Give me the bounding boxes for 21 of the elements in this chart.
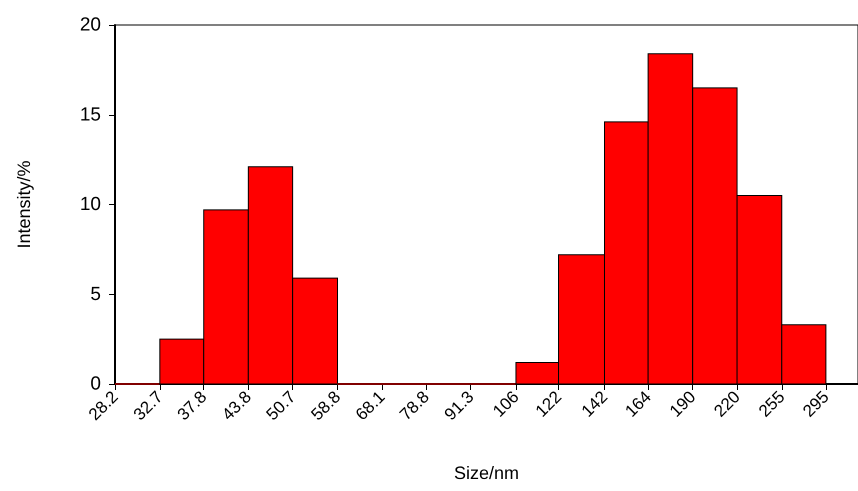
x-tick-label: 122 — [532, 387, 566, 421]
x-tick-label: 164 — [621, 387, 655, 421]
x-tick-label: 43.8 — [218, 387, 256, 424]
x-tick-label: 220 — [710, 387, 744, 421]
y-tick-label: 10 — [80, 194, 101, 215]
x-tick-label: 68.1 — [352, 387, 389, 424]
x-tick-label: 78.8 — [396, 387, 433, 424]
y-tick-label: 20 — [80, 14, 101, 36]
y-tick-label: 15 — [80, 104, 101, 126]
x-tick-label: 295 — [799, 387, 833, 421]
x-tick-label: 190 — [666, 387, 700, 421]
x-tick-label: 142 — [578, 387, 612, 421]
y-tick-label: 5 — [90, 284, 101, 305]
y-tick-label: 0 — [90, 374, 101, 394]
x-tick-label: 91.3 — [440, 387, 478, 424]
x-tick-label: 58.8 — [307, 387, 344, 424]
x-tick-label: 37.8 — [174, 387, 210, 424]
y-axis-title: Intensity/% — [14, 160, 34, 249]
x-tick-label: 255 — [755, 387, 788, 421]
x-tick-label: 106 — [489, 387, 523, 421]
x-axis-title: Size/nm — [454, 463, 520, 483]
